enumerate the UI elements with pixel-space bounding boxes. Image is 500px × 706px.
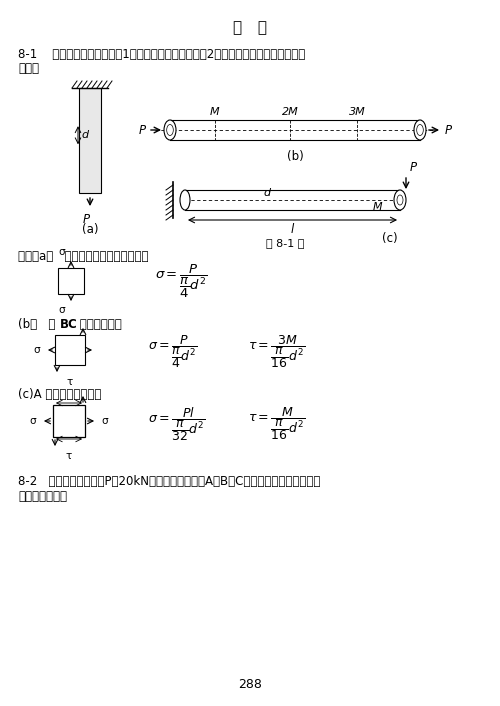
Text: σ: σ xyxy=(34,345,40,355)
Text: $\tau = \dfrac{M}{\dfrac{\pi}{16}d^2}$: $\tau = \dfrac{M}{\dfrac{\pi}{16}d^2}$ xyxy=(248,405,305,442)
Text: (b）   在: (b） 在 xyxy=(18,318,59,331)
Text: d: d xyxy=(263,188,270,198)
Text: 题 8-1 图: 题 8-1 图 xyxy=(266,238,304,248)
Text: 状态。: 状态。 xyxy=(18,62,39,75)
Text: $\sigma = \dfrac{Pl}{\dfrac{\pi}{32}d^2}$: $\sigma = \dfrac{Pl}{\dfrac{\pi}{32}d^2}… xyxy=(148,405,206,443)
Text: 8-1    构件受力如图所示。（1）确定危险点的位置；（2）用单元体表示危险点的应力: 8-1 构件受力如图所示。（1）确定危险点的位置；（2）用单元体表示危险点的应力 xyxy=(18,48,305,61)
Bar xyxy=(55,335,85,365)
Text: BC: BC xyxy=(60,318,78,331)
Text: 段的外表面处: 段的外表面处 xyxy=(76,318,122,331)
Text: τ: τ xyxy=(67,377,73,387)
Text: 288: 288 xyxy=(238,678,262,691)
Text: 3M: 3M xyxy=(348,107,366,117)
Text: l: l xyxy=(290,223,294,236)
Text: $\sigma = \dfrac{P}{\dfrac{\pi}{4}d^2}$: $\sigma = \dfrac{P}{\dfrac{\pi}{4}d^2}$ xyxy=(155,263,208,300)
Text: σ: σ xyxy=(30,416,36,426)
Text: σ: σ xyxy=(58,305,66,315)
Ellipse shape xyxy=(414,120,426,140)
Text: P: P xyxy=(82,213,89,226)
Text: d: d xyxy=(81,130,88,140)
Text: $\sigma = \dfrac{P}{\dfrac{\pi}{4}d^2}$: $\sigma = \dfrac{P}{\dfrac{\pi}{4}d^2}$ xyxy=(148,333,198,370)
Text: M: M xyxy=(210,107,220,117)
Ellipse shape xyxy=(394,190,406,210)
Bar xyxy=(79,88,101,193)
Bar xyxy=(53,405,85,437)
Text: 2M: 2M xyxy=(282,107,298,117)
Text: 解：（a）   在任意横截面上，任意一点: 解：（a） 在任意横截面上，任意一点 xyxy=(18,250,148,263)
Ellipse shape xyxy=(180,190,190,210)
Text: P: P xyxy=(444,124,452,136)
Text: P: P xyxy=(410,161,417,174)
Text: (c): (c) xyxy=(382,232,398,245)
Text: 8-2   图示悬臂梁受载荷P＝20kN作用，试绘单元体A、B、C的应力图，并确定主应力: 8-2 图示悬臂梁受载荷P＝20kN作用，试绘单元体A、B、C的应力图，并确定主… xyxy=(18,475,320,488)
Ellipse shape xyxy=(164,120,176,140)
Text: (b): (b) xyxy=(286,150,304,163)
Text: P: P xyxy=(138,124,145,136)
Text: τ: τ xyxy=(66,451,72,461)
Text: (a): (a) xyxy=(82,223,98,236)
Bar xyxy=(58,268,84,294)
Text: σ: σ xyxy=(58,247,66,257)
Text: M: M xyxy=(373,202,383,212)
Text: σ: σ xyxy=(102,416,108,426)
Text: (c)A 截面的最上面一点: (c)A 截面的最上面一点 xyxy=(18,388,102,401)
Text: 习   题: 习 题 xyxy=(233,20,267,35)
Text: $\tau = \dfrac{3M}{\dfrac{\pi}{16}d^2}$: $\tau = \dfrac{3M}{\dfrac{\pi}{16}d^2}$ xyxy=(248,333,305,370)
Text: 的大小及方位。: 的大小及方位。 xyxy=(18,490,67,503)
